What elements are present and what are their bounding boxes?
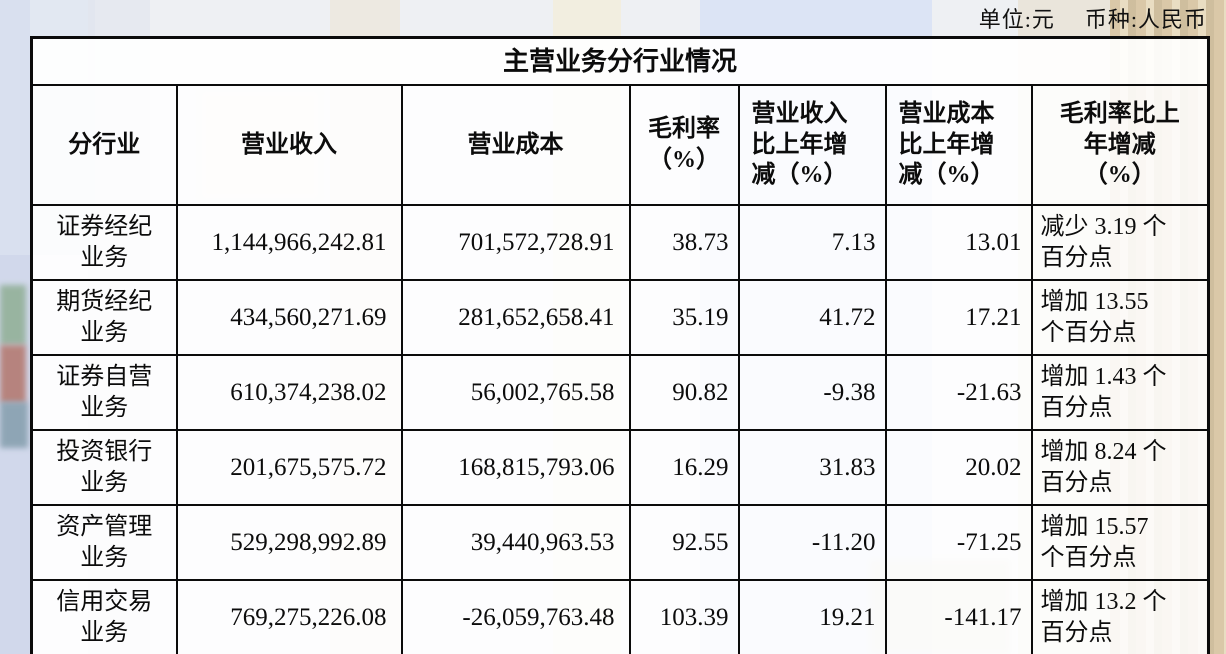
cost-yoy-cell: -141.17 <box>884 579 1033 654</box>
table-row: 资产管理 业务 529,298,992.89 39,440,963.53 92.… <box>30 504 1210 581</box>
cost-yoy-cell: -21.63 <box>884 354 1033 431</box>
margin-yoy-cell: 增加 15.57 个百分点 <box>1030 504 1210 581</box>
unit-currency-line: 单位:元 币种:人民币 <box>979 2 1207 34</box>
column-header-revenue: 营业收入 <box>175 84 403 206</box>
cost-yoy-cell: 13.01 <box>884 204 1033 281</box>
table-row: 期货经纪 业务 434,560,271.69 281,652,658.41 35… <box>30 279 1210 356</box>
building-smudge <box>0 345 26 403</box>
revenue-cell: 201,675,575.72 <box>175 429 403 506</box>
cost-cell: 701,572,728.91 <box>400 204 631 281</box>
gross-margin-cell: 38.73 <box>628 204 740 281</box>
cost-yoy-cell: 20.02 <box>884 429 1033 506</box>
gross-margin-cell: 35.19 <box>628 279 740 356</box>
revenue-cell: 769,275,226.08 <box>175 579 403 654</box>
revenue-yoy-cell: -11.20 <box>737 504 887 581</box>
unit-label: 单位:元 <box>978 7 1055 32</box>
margin-yoy-cell: 增加 13.55 个百分点 <box>1030 279 1210 356</box>
table-row: 证券自营 业务 610,374,238.02 56,002,765.58 90.… <box>30 354 1210 431</box>
table-row: 证券经纪 业务 1,144,966,242.81 701,572,728.91 … <box>30 204 1210 281</box>
table-row: 投资银行 业务 201,675,575.72 168,815,793.06 16… <box>30 429 1210 506</box>
margin-yoy-cell: 减少 3.19 个 百分点 <box>1030 204 1210 281</box>
industry-cell: 证券自营 业务 <box>30 354 178 431</box>
industry-cell: 证券经纪 业务 <box>30 204 178 281</box>
cost-yoy-cell: -71.25 <box>884 504 1033 581</box>
column-header-cost: 营业成本 <box>400 84 631 206</box>
revenue-yoy-cell: 41.72 <box>737 279 887 356</box>
cost-cell: 281,652,658.41 <box>400 279 631 356</box>
cost-yoy-cell: 17.21 <box>884 279 1033 356</box>
column-header-gross-margin: 毛利率 （%） <box>628 84 740 206</box>
building-smudge <box>0 402 28 448</box>
table-title: 主营业务分行业情况 <box>30 36 1210 86</box>
revenue-yoy-cell: 7.13 <box>737 204 887 281</box>
revenue-cell: 529,298,992.89 <box>175 504 403 581</box>
table-title-row: 主营业务分行业情况 <box>30 36 1210 86</box>
business-segment-table: 主营业务分行业情况 分行业 营业收入 营业成本 毛利率 （%） 营业收入 比上年… <box>30 36 1211 654</box>
cost-cell: 168,815,793.06 <box>400 429 631 506</box>
gross-margin-cell: 92.55 <box>628 504 740 581</box>
table-header-row: 分行业 营业收入 营业成本 毛利率 （%） 营业收入 比上年增 减（%） 营业成… <box>30 84 1210 206</box>
column-header-cost-yoy: 营业成本 比上年增 减（%） <box>884 84 1033 206</box>
gross-margin-cell: 103.39 <box>628 579 740 654</box>
margin-yoy-cell: 增加 1.43 个 百分点 <box>1030 354 1210 431</box>
industry-cell: 投资银行 业务 <box>30 429 178 506</box>
column-header-revenue-yoy: 营业收入 比上年增 减（%） <box>737 84 887 206</box>
table-row: 信用交易 业务 769,275,226.08 -26,059,763.48 10… <box>30 579 1210 654</box>
industry-cell: 期货经纪 业务 <box>30 279 178 356</box>
revenue-yoy-cell: 31.83 <box>737 429 887 506</box>
margin-yoy-cell: 增加 8.24 个 百分点 <box>1030 429 1210 506</box>
industry-cell: 资产管理 业务 <box>30 504 178 581</box>
building-smudge <box>0 285 26 345</box>
table-body: 证券经纪 业务 1,144,966,242.81 701,572,728.91 … <box>30 204 1210 654</box>
cost-cell: 56,002,765.58 <box>400 354 631 431</box>
column-header-industry: 分行业 <box>30 84 178 206</box>
revenue-cell: 610,374,238.02 <box>175 354 403 431</box>
cost-cell: 39,440,963.53 <box>400 504 631 581</box>
revenue-cell: 1,144,966,242.81 <box>175 204 403 281</box>
gross-margin-cell: 16.29 <box>628 429 740 506</box>
revenue-yoy-cell: 19.21 <box>737 579 887 654</box>
cost-cell: -26,059,763.48 <box>400 579 631 654</box>
revenue-yoy-cell: -9.38 <box>737 354 887 431</box>
margin-yoy-cell: 增加 13.2 个 百分点 <box>1030 579 1210 654</box>
gross-margin-cell: 90.82 <box>628 354 740 431</box>
industry-cell: 信用交易 业务 <box>30 579 178 654</box>
currency-label: 币种:人民币 <box>1084 7 1207 32</box>
column-header-margin-yoy: 毛利率比上 年增减 （%） <box>1030 84 1210 206</box>
revenue-cell: 434,560,271.69 <box>175 279 403 356</box>
